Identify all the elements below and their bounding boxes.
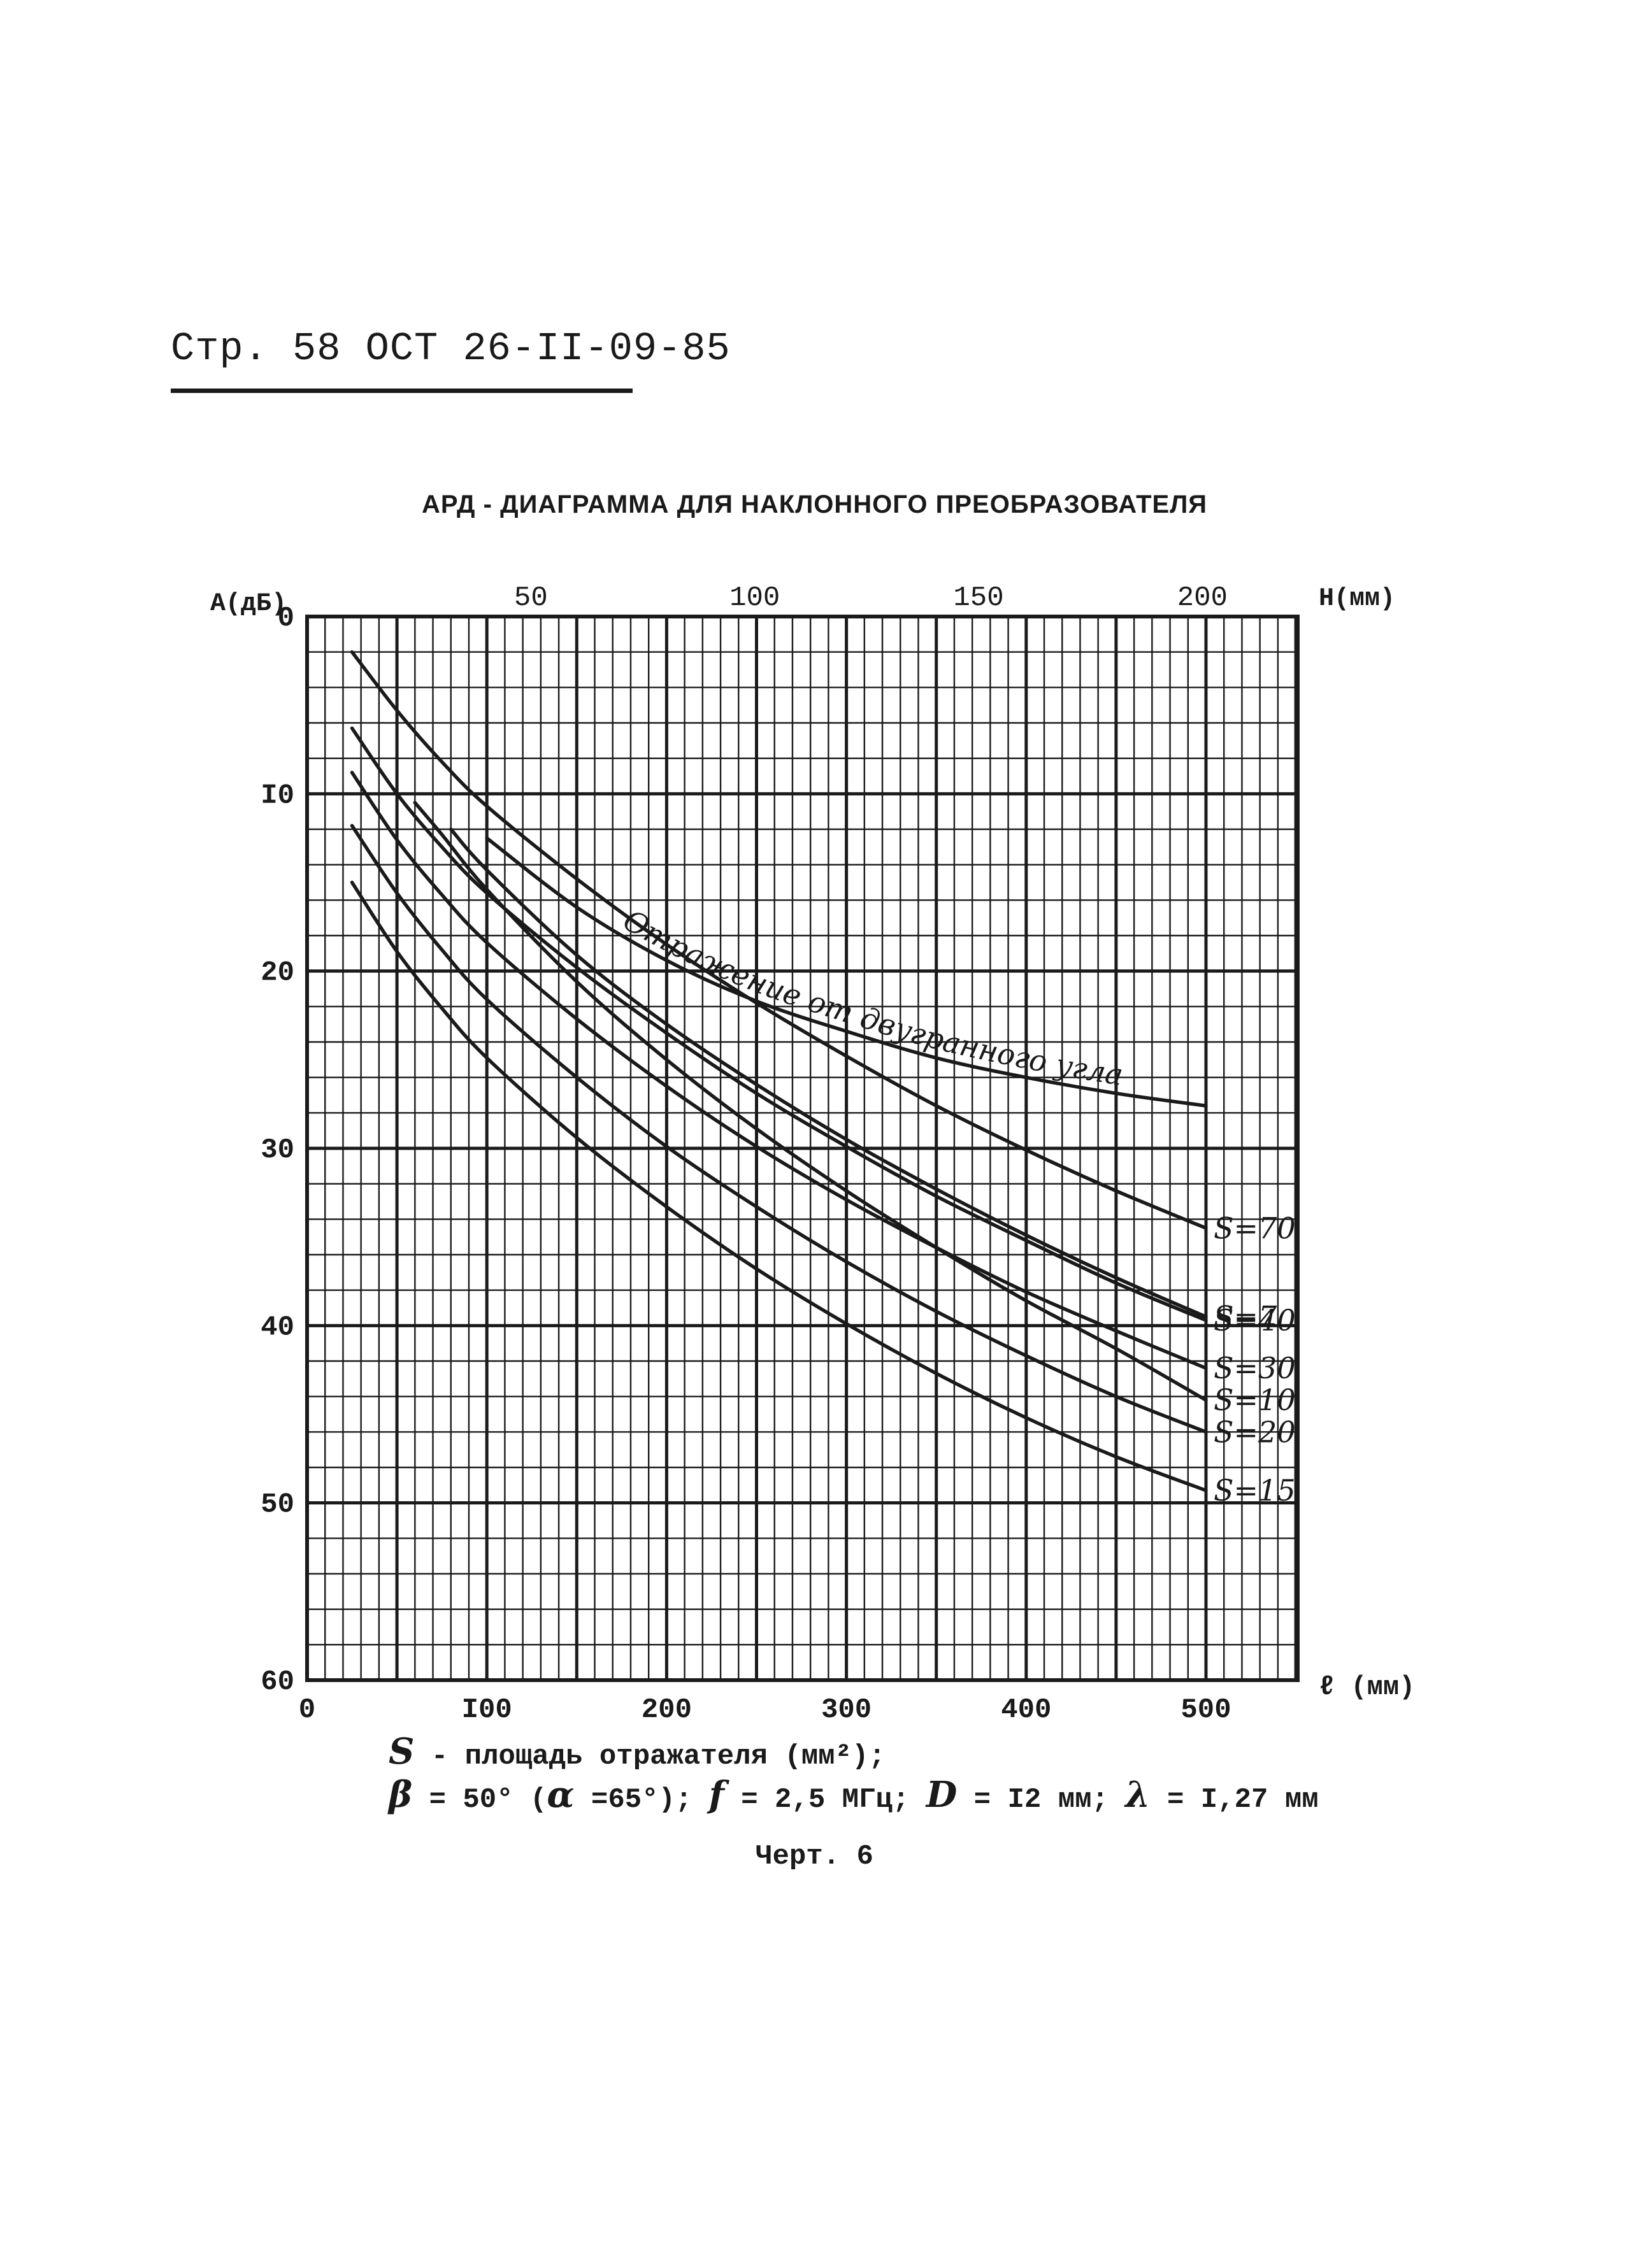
series-label: S=70: [1214, 1211, 1296, 1245]
y-tick-label: 40: [261, 1311, 294, 1343]
y-tick-label: 30: [261, 1134, 294, 1166]
legend-s-symbol: S: [389, 1730, 415, 1772]
series-line-2: [350, 771, 1208, 1370]
page-header: Стр. 58 ОСТ 26-II-09-85: [171, 326, 731, 371]
x-tick-label: 300: [821, 1694, 872, 1726]
chart-series: [350, 650, 1208, 1492]
y-tick-label: 60: [261, 1666, 294, 1698]
x-tick-label: 500: [1180, 1694, 1231, 1726]
series-label: S=40: [1214, 1303, 1296, 1337]
x2-tick-label: 150: [953, 582, 1003, 614]
x2-axis-label: H(мм): [1319, 585, 1395, 613]
x-tick-label: 400: [1001, 1694, 1051, 1726]
x2-tick-label: 200: [1177, 582, 1228, 614]
header-rule: [171, 389, 633, 393]
corner-curve-label-text: Отражение от двугранного угла: [617, 902, 1125, 1092]
x-tick-label: 0: [299, 1694, 315, 1726]
series-label: S=20: [1214, 1415, 1296, 1449]
legend-f-symbol: f: [708, 1774, 724, 1816]
series-line-1: [350, 726, 1208, 1322]
legend-beta-symbol: β: [389, 1774, 413, 1816]
legend-lambda-symbol: λ: [1125, 1774, 1151, 1816]
y-tick-label: 50: [261, 1489, 294, 1521]
chart-title: АРД - ДИАГРАММА ДЛЯ НАКЛОННОГО ПРЕОБРАЗО…: [421, 490, 1208, 518]
legend-s-text: - площадь отражателя (мм²);: [414, 1741, 886, 1772]
series-line-5: [413, 801, 1208, 1402]
x2-tick-label: 50: [514, 582, 548, 614]
x-axis-label: ℓ (мм): [1319, 1672, 1415, 1702]
figure-caption: Черт. 6: [756, 1841, 873, 1872]
y-axis-label: A(дБ): [210, 590, 287, 618]
plot-frame: [305, 615, 1300, 1682]
y-tick-label: 20: [261, 957, 294, 989]
legend-line-1: S - площадь отражателя (мм²);: [389, 1732, 1319, 1776]
series-line-4: [350, 880, 1208, 1492]
y-tick-label: I0: [261, 780, 294, 811]
corner-curve-label: Отражение от двугранного угла: [617, 902, 1125, 1092]
series-line-7: [485, 836, 1208, 1108]
chart-axes: [305, 615, 1300, 1682]
x2-tick-label: 100: [729, 582, 780, 614]
chart-labels: 0 I00 200 300 400 500 50 100 150 200 0 I0 20 30 40 50 60…: [210, 582, 1415, 1726]
x-tick-label: I00: [462, 1694, 512, 1726]
legend-alpha-symbol: α: [547, 1774, 575, 1816]
legend-line-2: β = 50° (α =65°); f = 2,5 МГц; D = I2 мм…: [389, 1774, 1319, 1816]
legend: S - площадь отражателя (мм²); β = 50° (α…: [389, 1732, 1319, 1819]
legend-d-symbol: D: [926, 1774, 958, 1816]
series-label: S=30: [1214, 1351, 1296, 1385]
series-line-0: [350, 650, 1208, 1230]
series-label: S=15: [1214, 1473, 1296, 1508]
series-label: S=7: [1214, 1299, 1277, 1334]
x-tick-label: 200: [642, 1694, 692, 1726]
series-line-6: [449, 827, 1208, 1319]
series-line-3: [350, 824, 1208, 1434]
series-label: S=10: [1214, 1383, 1296, 1417]
y-tick-label: 0: [278, 603, 294, 634]
